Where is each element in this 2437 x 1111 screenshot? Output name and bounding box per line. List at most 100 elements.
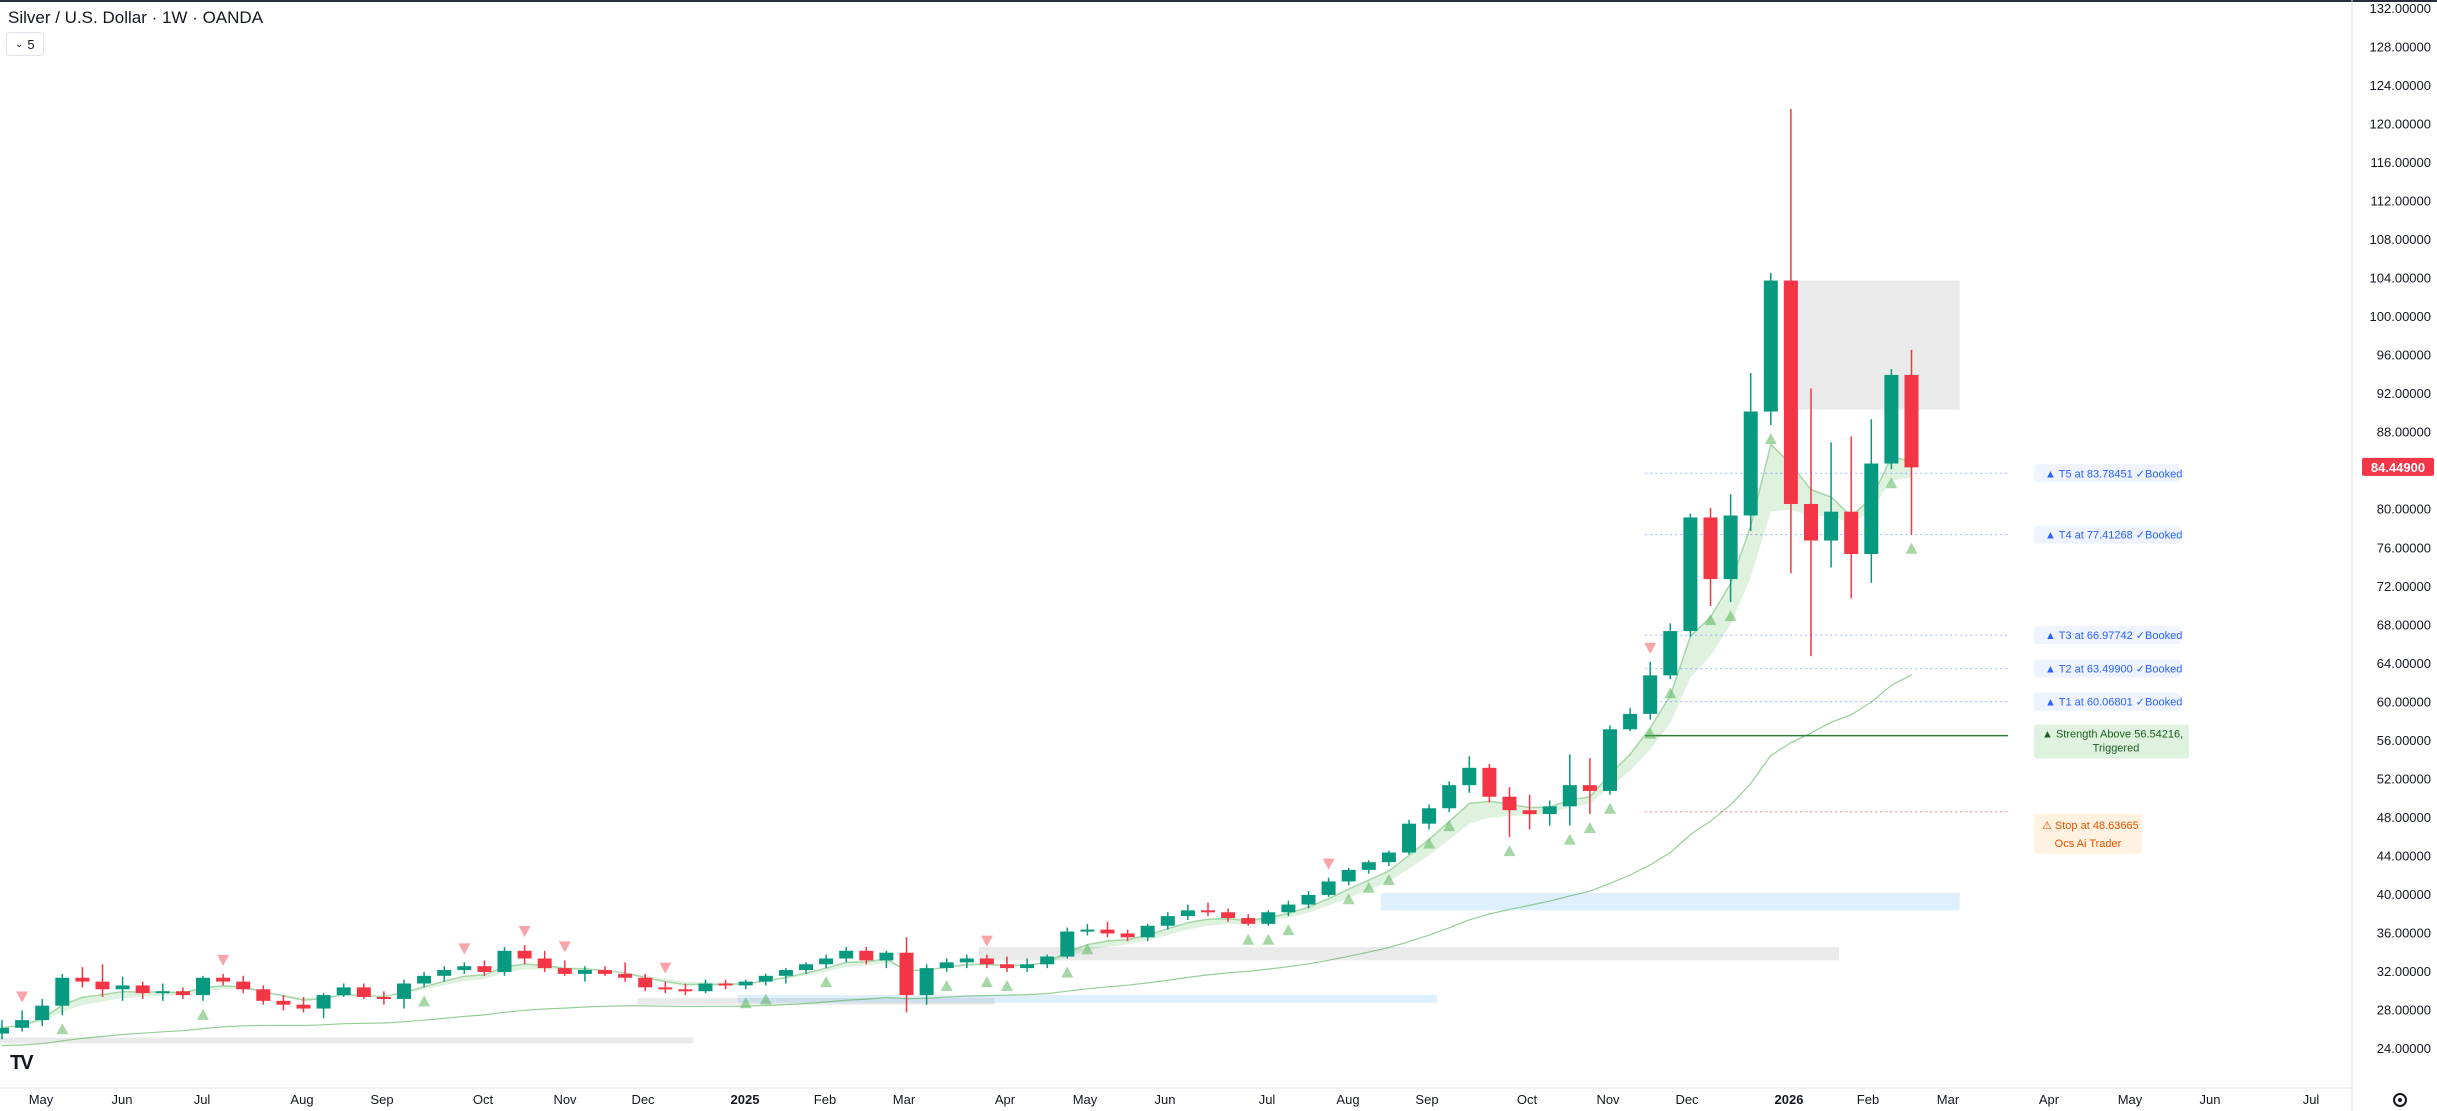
buy-signal-marker — [1282, 924, 1295, 936]
zone-gray-0 — [0, 1037, 694, 1044]
candle-body — [1301, 894, 1316, 905]
candle-body — [1160, 916, 1175, 926]
candle-body — [1321, 881, 1336, 895]
target-badge-t5 — [2034, 464, 2180, 483]
candle-body — [35, 1005, 50, 1021]
buy-signal-marker — [1503, 845, 1516, 857]
candle-body — [899, 952, 914, 996]
time-tick-label: Nov — [553, 1092, 577, 1107]
time-tick-label: Oct — [1517, 1092, 1538, 1107]
time-tick-label: Jun — [112, 1092, 133, 1107]
price-tick-label: 44.00000 — [2377, 848, 2431, 863]
buy-signal-marker — [418, 995, 431, 1007]
candle-body — [698, 983, 713, 992]
price-tick-label: 52.00000 — [2377, 771, 2431, 786]
time-tick-label: Feb — [1857, 1092, 1879, 1107]
buy-signal-marker — [1885, 477, 1898, 489]
price-tick-label: 128.00000 — [2370, 40, 2431, 55]
candle-body — [839, 950, 854, 959]
candle-body — [95, 981, 110, 990]
time-tick-label: Oct — [473, 1092, 494, 1107]
buy-signal-marker — [820, 976, 833, 988]
candle-body — [1743, 411, 1758, 516]
candle-body — [959, 958, 974, 963]
buy-signal-marker — [1423, 837, 1436, 849]
candle-body — [477, 966, 492, 972]
candle-body — [1180, 910, 1195, 917]
buy-signal-marker — [1644, 727, 1657, 739]
tradingview-logo-icon[interactable]: TV — [10, 1052, 34, 1074]
target-label-t4: ▲ T4 at 77.41268 ✓Booked — [2045, 530, 2182, 542]
candle-body — [1703, 517, 1718, 580]
candle-body — [1603, 729, 1617, 791]
candle-body — [859, 950, 874, 961]
candle-body — [979, 958, 994, 965]
candle-body — [1804, 503, 1818, 541]
buy-signal-marker — [1262, 933, 1275, 945]
candle-body — [1241, 918, 1256, 924]
stop-badge — [2034, 813, 2142, 854]
candle-body — [1683, 517, 1698, 632]
time-tick-label: Feb — [814, 1092, 836, 1107]
candle-body — [256, 989, 271, 1001]
last-price-tag — [2362, 457, 2434, 476]
candle-body — [1864, 463, 1879, 555]
buy-signal-marker — [1704, 614, 1717, 626]
time-tick-label: Mar — [1937, 1092, 1960, 1107]
symbol-title[interactable]: Silver / U.S. Dollar · 1W · OANDA — [8, 8, 264, 27]
candle-body — [537, 958, 552, 969]
candle-body — [1723, 515, 1738, 580]
time-tick-label: Jul — [194, 1092, 211, 1107]
candle-body — [1422, 808, 1437, 824]
indicators-toggle-button[interactable]: ⌄ 5 — [6, 32, 44, 56]
sell-signal-marker — [558, 941, 571, 953]
candle-body — [196, 977, 210, 996]
time-tick-label: 2026 — [1775, 1092, 1804, 1107]
buy-signal-marker — [980, 976, 993, 988]
sell-signal-marker — [659, 962, 672, 974]
candle-body — [497, 950, 512, 972]
candle-body — [1482, 767, 1497, 797]
candle-body — [799, 964, 813, 971]
candle-body — [758, 975, 773, 982]
price-tick-label: 96.00000 — [2377, 348, 2431, 363]
buy-signal-marker — [1382, 874, 1395, 886]
candle-body — [1763, 280, 1778, 412]
candle-body — [437, 970, 452, 976]
last-price-label: 84.44900 — [2371, 460, 2425, 475]
gear-icon[interactable] — [2393, 1093, 2407, 1107]
candle-body — [678, 989, 693, 992]
price-tick-label: 40.00000 — [2377, 887, 2431, 902]
candle-body — [658, 987, 673, 990]
buy-signal-marker — [1604, 802, 1616, 814]
zone-gray-3 — [978, 946, 1840, 961]
sell-signal-marker — [16, 991, 29, 1003]
sell-signal-marker — [980, 935, 993, 947]
candle-body — [1261, 912, 1276, 924]
candle-body — [1020, 964, 1035, 969]
sell-signal-marker — [217, 954, 230, 966]
buy-signal-marker — [739, 997, 752, 1009]
price-tick-label: 92.00000 — [2377, 386, 2431, 401]
buy-signal-marker — [1001, 979, 1013, 991]
buy-signal-marker — [1563, 833, 1576, 845]
price-tick-label: 124.00000 — [2370, 78, 2431, 93]
sell-signal-marker — [1322, 858, 1335, 870]
sell-signal-marker — [1644, 642, 1657, 654]
price-tick-label: 68.00000 — [2377, 617, 2431, 632]
candle-body — [376, 997, 391, 999]
price-tick-label: 72.00000 — [2377, 579, 2431, 594]
price-tick-label: 36.00000 — [2377, 925, 2431, 940]
trader-label: Ocs Ai Trader — [2055, 838, 2122, 850]
price-tick-label: 28.00000 — [2377, 1002, 2431, 1017]
candle-body — [1281, 904, 1296, 913]
candle-body — [1904, 374, 1919, 468]
candle-body — [276, 1000, 291, 1005]
price-tick-label: 112.00000 — [2371, 194, 2432, 209]
time-tick-label: Apr — [995, 1092, 1016, 1107]
candle-body — [296, 1004, 311, 1009]
zone-gray-5 — [1782, 280, 1960, 410]
candle-body — [939, 962, 954, 969]
sell-signal-marker — [518, 926, 531, 937]
